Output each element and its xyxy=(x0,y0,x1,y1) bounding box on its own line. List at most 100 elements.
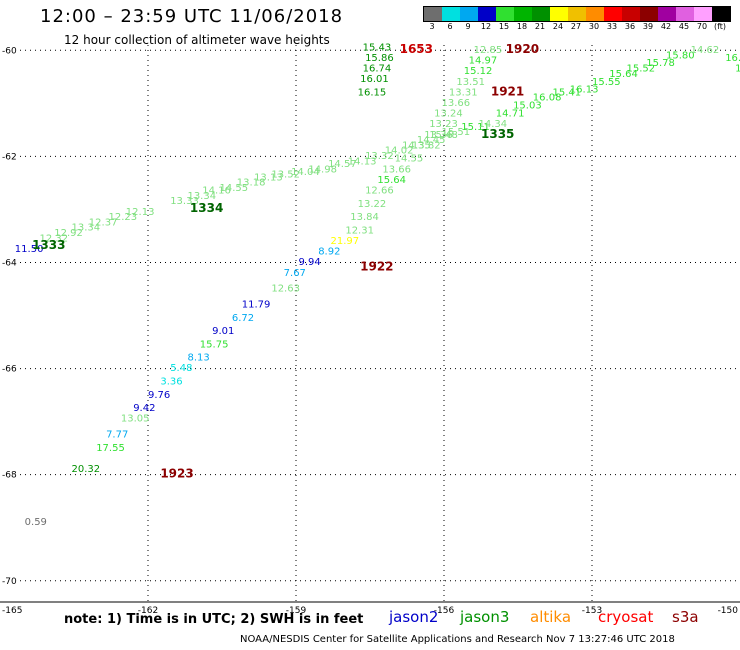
pass-time-label: 1653 xyxy=(400,42,433,56)
lon-tick-label: -156 xyxy=(434,606,455,616)
wave-height-value: 14.97 xyxy=(469,56,498,67)
colorbar-swatch xyxy=(712,7,730,21)
colorbar-swatch xyxy=(460,7,478,21)
wave-height-value: 12.32 xyxy=(39,233,68,244)
wave-height-value: 11.79 xyxy=(242,300,271,311)
colorbar-label: 39 xyxy=(642,22,654,31)
lon-tick-label: -159 xyxy=(286,606,307,616)
colorbar-swatch xyxy=(640,7,658,21)
lat-tick-label: -66 xyxy=(2,365,17,375)
colorbar-swatch xyxy=(586,7,604,21)
satellite-legend-item: s3a xyxy=(672,608,699,626)
wave-height-value: 20.32 xyxy=(72,464,101,475)
wave-height-value: 12.63 xyxy=(271,284,300,295)
wave-height-value: 14.57 xyxy=(328,159,357,170)
lon-tick-label: -162 xyxy=(138,606,158,616)
wave-height-value: 14.34 xyxy=(479,119,508,130)
wave-height-value: 14.13 xyxy=(348,156,377,167)
wave-height-value: 16.15 xyxy=(358,87,387,98)
wave-height-value: 14.35 xyxy=(402,140,431,151)
colorbar-label: 33 xyxy=(606,22,618,31)
wave-height-value: 21.97 xyxy=(331,236,360,247)
wave-height-value: 16.53 xyxy=(725,53,740,64)
wave-height-value: 13.32 xyxy=(365,151,394,162)
wave-height-value: 16.13 xyxy=(570,85,599,96)
colorbar-label: 21 xyxy=(534,22,546,31)
wave-height-value: 13.23 xyxy=(429,119,458,130)
colorbar-swatch xyxy=(496,7,514,21)
colorbar-label: 15 xyxy=(498,22,510,31)
colorbar-swatch xyxy=(604,7,622,21)
colorbar-label: 27 xyxy=(570,22,582,31)
wave-height-value: 15.12 xyxy=(464,66,493,77)
colorbar-swatch xyxy=(676,7,694,21)
colorbar-swatch xyxy=(694,7,712,21)
wave-height-value: 0.59 xyxy=(25,517,47,528)
credit-line: NOAA/NESDIS Center for Satellite Applica… xyxy=(240,634,675,645)
colorbar-label: 70 xyxy=(696,22,708,31)
wave-height-value: 15.55 xyxy=(592,77,621,88)
wave-height-value: 12.31 xyxy=(345,225,374,236)
lat-tick-label: -70 xyxy=(2,577,17,587)
wave-height-value: 13.34 xyxy=(72,223,101,234)
wave-height-value: 13.84 xyxy=(350,212,379,223)
wave-height-value: 15.75 xyxy=(200,339,229,350)
colorbar-label: 45 xyxy=(678,22,690,31)
wave-height-value: 15.86 xyxy=(365,53,394,64)
colorbar-swatch xyxy=(550,7,568,21)
wave-height-value: 14.04 xyxy=(291,167,320,178)
wave-height-value: 13.31 xyxy=(449,87,478,98)
wave-height-value: 14.45 xyxy=(417,135,446,146)
wave-height-value: 12.13 xyxy=(126,207,155,218)
colorbar-swatch xyxy=(622,7,640,21)
lon-tick-label: -165 xyxy=(2,606,22,616)
colorbar-legend xyxy=(423,6,731,22)
colorbar-swatch xyxy=(568,7,586,21)
wave-height-value: 13.36 xyxy=(424,130,453,141)
lon-tick-label: -150 xyxy=(718,606,739,616)
wave-height-value: 13.24 xyxy=(434,109,463,120)
pass-time-label: 1922 xyxy=(360,259,393,273)
pass-time-label: 1334 xyxy=(190,201,223,215)
colorbar-swatch xyxy=(442,7,460,21)
wave-height-value: 17.55 xyxy=(96,443,125,454)
satellite-legend-item: altika xyxy=(530,608,572,626)
colorbar-swatch xyxy=(658,7,676,21)
wave-height-value: 14.71 xyxy=(496,109,525,120)
colorbar-label: 6 xyxy=(447,22,453,31)
wave-height-value: 8.13 xyxy=(187,353,209,364)
wave-height-value: 14.55 xyxy=(395,154,424,165)
wave-height-value: 14.98 xyxy=(308,164,337,175)
wave-height-value: 16.08 xyxy=(533,93,562,104)
colorbar-label: 12 xyxy=(480,22,492,31)
page-subtitle: 12 hour collection of altimeter wave hei… xyxy=(64,33,330,47)
wave-height-value: 12.37 xyxy=(89,217,118,228)
wave-height-value: 13.66 xyxy=(442,98,471,109)
wave-height-value: 13.34 xyxy=(187,191,216,202)
wave-height-value: 15.48 xyxy=(429,130,458,141)
wave-height-value: 15.41 xyxy=(553,87,582,98)
colorbar-label: 18 xyxy=(516,22,528,31)
wave-height-value: 14.02 xyxy=(385,146,414,157)
wave-height-value: 16.01 xyxy=(360,74,389,85)
wave-height-value: 15.03 xyxy=(513,101,542,112)
wave-height-value: 3.36 xyxy=(160,377,182,388)
satellite-legend-item: jason3 xyxy=(460,608,510,626)
wave-height-value: 12.85 xyxy=(474,45,503,56)
wave-height-value: 13.05 xyxy=(121,414,150,425)
colorbar-swatch xyxy=(478,7,496,21)
wave-height-value: 9.76 xyxy=(148,390,170,401)
wave-height-value: 13.82 xyxy=(412,140,441,151)
satellite-legend-item: jason2 xyxy=(389,608,439,626)
wave-height-value: 11.50 xyxy=(15,244,44,255)
lat-tick-label: -64 xyxy=(2,258,17,268)
wave-height-value: 13.51 xyxy=(456,77,485,88)
wave-height-value: 13.52 xyxy=(271,170,300,181)
pass-time-label: 1920 xyxy=(506,42,539,56)
wave-height-value: 5.48 xyxy=(170,363,192,374)
wave-height-value: 13.33 xyxy=(170,196,199,207)
wave-height-value: 13.13 xyxy=(254,172,283,183)
wave-height-value: 14.16 xyxy=(202,186,231,197)
wave-height-value: 13.66 xyxy=(382,164,411,175)
